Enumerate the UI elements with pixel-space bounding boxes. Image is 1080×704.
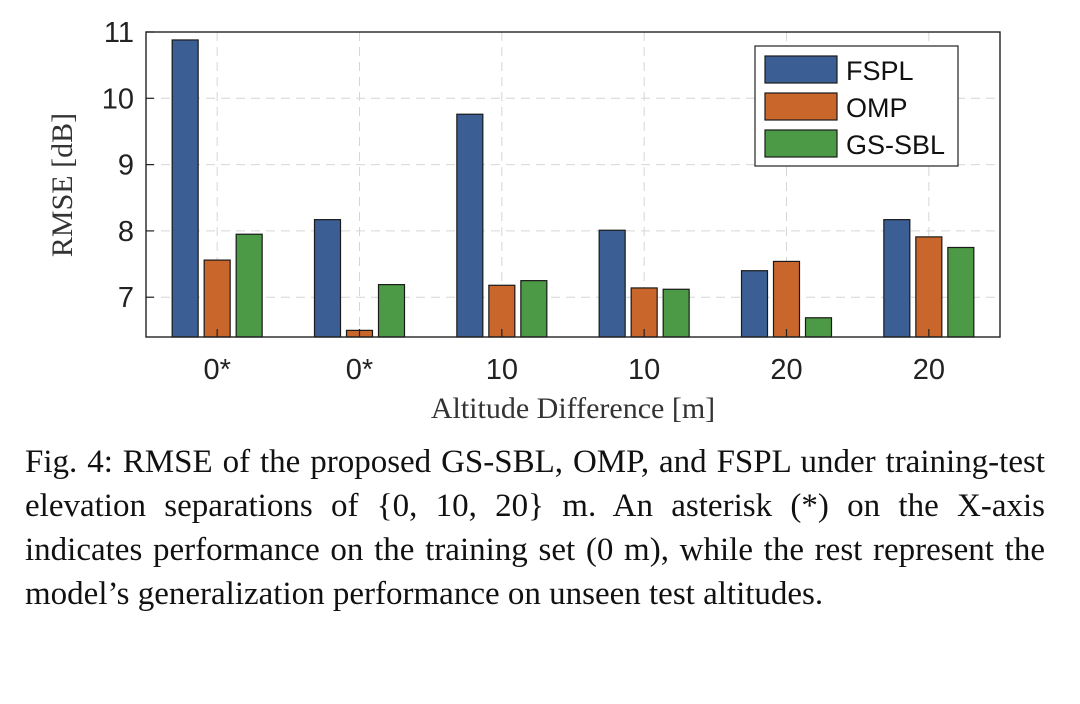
y-axis-label: RMSE [dB] xyxy=(46,113,79,257)
x-tick-label: 0* xyxy=(203,354,230,386)
x-tick-label: 20 xyxy=(770,354,802,386)
x-axis: 0* 0* 10 10 20 20 xyxy=(203,329,945,386)
bar-omp xyxy=(203,259,231,338)
caption-label: Fig. 4: xyxy=(25,444,113,480)
bar-omp xyxy=(488,284,516,338)
bar-gs-sbl xyxy=(235,233,263,338)
legend-label: GS-SBL xyxy=(846,130,945,160)
y-tick-label: 10 xyxy=(102,83,134,115)
caption-text: RMSE of the proposed GS-SBL, OMP, and FS… xyxy=(25,444,1045,612)
bar-group xyxy=(171,39,975,338)
bar-fspl xyxy=(171,39,199,338)
bar-omp xyxy=(630,287,658,338)
bar-omp xyxy=(915,236,943,338)
y-tick-label: 7 xyxy=(118,282,134,314)
legend-swatch xyxy=(764,92,838,121)
bar-fspl xyxy=(740,270,769,338)
legend-label: OMP xyxy=(846,93,908,123)
bar-fspl xyxy=(883,219,911,338)
bar-fspl xyxy=(313,219,342,338)
bar-fspl xyxy=(456,113,484,338)
legend-swatch xyxy=(764,129,838,158)
x-axis-label: Altitude Difference [m] xyxy=(431,392,715,425)
y-tick-label: 9 xyxy=(118,150,134,182)
figure-caption: Fig. 4: RMSE of the proposed GS-SBL, OMP… xyxy=(25,440,1045,616)
y-axis: 7 8 9 10 11 xyxy=(102,17,154,314)
bar-gs-sbl xyxy=(377,284,406,338)
rmse-bar-chart: 7 8 9 10 11 0* 0* 10 10 20 20 RMSE [dB] Altitude … xyxy=(46,17,1001,425)
bar-gs-sbl xyxy=(662,288,690,338)
legend-label: FSPL xyxy=(846,56,914,86)
legend-swatch xyxy=(764,55,838,84)
bar-gs-sbl xyxy=(520,280,548,338)
x-tick-label: 10 xyxy=(628,354,660,386)
bar-omp xyxy=(772,260,801,338)
grid-lines xyxy=(146,31,1000,337)
legend: FSPL OMP GS-SBL xyxy=(754,45,959,167)
x-tick-label: 20 xyxy=(913,354,945,386)
bar-gs-sbl xyxy=(804,317,833,338)
x-tick-label: 10 xyxy=(486,354,518,386)
y-tick-label: 8 xyxy=(118,216,134,248)
x-tick-label: 0* xyxy=(346,354,373,386)
plot-frame xyxy=(145,31,1001,338)
bar-fspl xyxy=(598,229,626,338)
y-tick-label: 11 xyxy=(104,17,134,49)
bar-gs-sbl xyxy=(947,246,975,338)
